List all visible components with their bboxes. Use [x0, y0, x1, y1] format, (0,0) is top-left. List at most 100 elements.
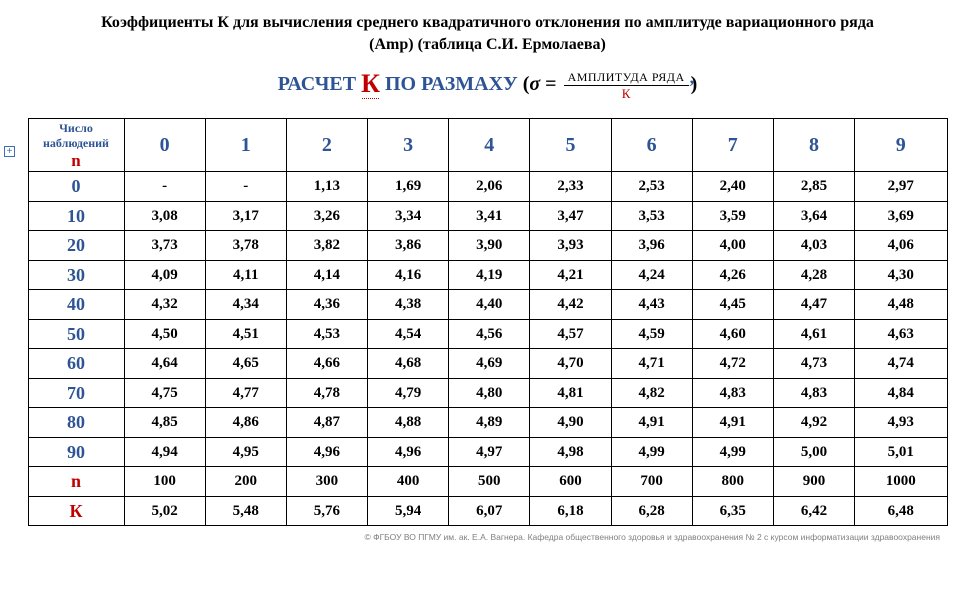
table-cell: 3,64 [773, 201, 854, 231]
table-cell: 2,85 [773, 172, 854, 202]
table-cell: 2,53 [611, 172, 692, 202]
fraction-den: К [564, 86, 689, 101]
sigma: σ [529, 73, 540, 95]
table-cell: 4,93 [855, 408, 947, 438]
table-cell: 4,69 [449, 349, 530, 379]
table-cell: 200 [205, 467, 286, 497]
table-cell: 4,45 [692, 290, 773, 320]
table-cell: 6,28 [611, 496, 692, 526]
title-line-1: Коэффициенты К для вычисления среднего к… [101, 14, 874, 31]
header-col: 6 [611, 119, 692, 172]
table-cell: 4,94 [124, 437, 205, 467]
header-col: 1 [205, 119, 286, 172]
table-cell: 4,74 [855, 349, 947, 379]
table-cell: 1,69 [368, 172, 449, 202]
table-cell: 4,28 [773, 260, 854, 290]
header-n: n [31, 151, 122, 171]
table-row: 904,944,954,964,964,974,984,994,995,005,… [28, 437, 947, 467]
table-cell: 5,48 [205, 496, 286, 526]
table-cell: 4,32 [124, 290, 205, 320]
table-cell: 4,78 [286, 378, 367, 408]
table-cell: 4,53 [286, 319, 367, 349]
table-cell: 4,64 [124, 349, 205, 379]
table-cell: 4,26 [692, 260, 773, 290]
table-cell: 4,68 [368, 349, 449, 379]
table-cell: 4,42 [530, 290, 611, 320]
table-cell: 3,53 [611, 201, 692, 231]
table-cell: 4,83 [773, 378, 854, 408]
table-row: 504,504,514,534,544,564,574,594,604,614,… [28, 319, 947, 349]
table-cell: 3,26 [286, 201, 367, 231]
table-cell: 4,63 [855, 319, 947, 349]
row-head: 0 [28, 172, 124, 202]
table-cell: 4,21 [530, 260, 611, 290]
table-cell: 4,99 [611, 437, 692, 467]
table-cell: 3,96 [611, 231, 692, 261]
table-cell: 4,79 [368, 378, 449, 408]
copyright: © ФГБОУ ВО ПГМУ им. ак. Е.А. Вагнера. Ка… [25, 532, 950, 542]
table-cell: 1000 [855, 467, 947, 497]
equals: = [540, 73, 561, 95]
title-line-2: (Amp) (таблица С.И. Ермолаева) [369, 36, 606, 53]
table-cell: 4,95 [205, 437, 286, 467]
table-cell: 4,90 [530, 408, 611, 438]
coefficients-table: Число наблюдений n 0 1 2 3 4 5 6 7 8 9 0… [28, 118, 948, 526]
table-cell: 4,73 [773, 349, 854, 379]
table-cell: 4,96 [286, 437, 367, 467]
table-cell: 4,96 [368, 437, 449, 467]
table-cell: 4,06 [855, 231, 947, 261]
row-head: 60 [28, 349, 124, 379]
table-cell: 4,47 [773, 290, 854, 320]
table-row: К5,025,485,765,946,076,186,286,356,426,4… [28, 496, 947, 526]
header-col: 3 [368, 119, 449, 172]
table-cell: 500 [449, 467, 530, 497]
table-cell: 4,72 [692, 349, 773, 379]
table-cell: 4,97 [449, 437, 530, 467]
header-col: 2 [286, 119, 367, 172]
table-cell: - [124, 172, 205, 202]
table-cell: 4,92 [773, 408, 854, 438]
table-cell: 4,82 [611, 378, 692, 408]
row-head: 90 [28, 437, 124, 467]
table-row: 203,733,783,823,863,903,933,964,004,034,… [28, 231, 947, 261]
table-cell: 3,82 [286, 231, 367, 261]
table-row: n1002003004005006007008009001000 [28, 467, 947, 497]
table-cell: 100 [124, 467, 205, 497]
table-cell: 900 [773, 467, 854, 497]
header-col: 5 [530, 119, 611, 172]
table-cell: 4,36 [286, 290, 367, 320]
table-cell: 600 [530, 467, 611, 497]
table-cell: 3,86 [368, 231, 449, 261]
table-body: 0--1,131,692,062,332,532,402,852,97103,0… [28, 172, 947, 526]
table-cell: 3,69 [855, 201, 947, 231]
table-cell: 4,40 [449, 290, 530, 320]
header-col: 0 [124, 119, 205, 172]
table-cell: 3,17 [205, 201, 286, 231]
table-cell: 3,08 [124, 201, 205, 231]
table-cell: 4,61 [773, 319, 854, 349]
table-cell: 3,47 [530, 201, 611, 231]
table-cell: 4,56 [449, 319, 530, 349]
row-head: n [28, 467, 124, 497]
table-cell: 4,91 [611, 408, 692, 438]
table-cell: 4,51 [205, 319, 286, 349]
table-cell: 4,66 [286, 349, 367, 379]
table-cell: 4,48 [855, 290, 947, 320]
table-cell: 3,78 [205, 231, 286, 261]
table-cell: 6,48 [855, 496, 947, 526]
table-cell: 2,06 [449, 172, 530, 202]
row-head: 10 [28, 201, 124, 231]
table-cell: 4,50 [124, 319, 205, 349]
table-cell: 4,84 [855, 378, 947, 408]
table-cell: 4,16 [368, 260, 449, 290]
table-cell: 2,40 [692, 172, 773, 202]
table-cell: 4,60 [692, 319, 773, 349]
table-cell: 4,00 [692, 231, 773, 261]
table-cell: 4,87 [286, 408, 367, 438]
header-obs-label: Число наблюдений [31, 121, 122, 150]
table-cell: 4,99 [692, 437, 773, 467]
table-cell: 3,59 [692, 201, 773, 231]
table-cell: 4,24 [611, 260, 692, 290]
header-col: 9 [855, 119, 947, 172]
row-head: 30 [28, 260, 124, 290]
